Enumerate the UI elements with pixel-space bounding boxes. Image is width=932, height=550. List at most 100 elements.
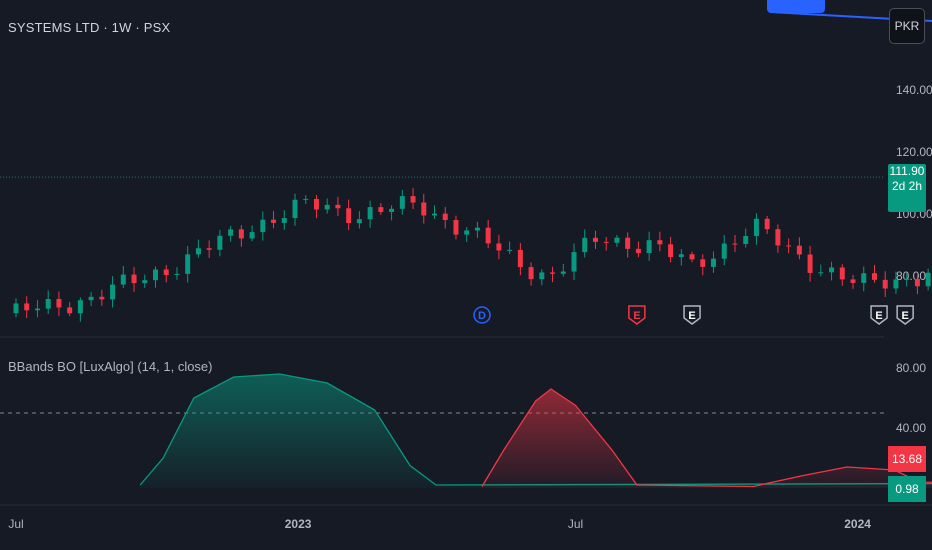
price-axis-tick: 140.00 <box>896 83 932 97</box>
candle-body <box>432 213 438 216</box>
event-marker-label: D <box>478 310 486 322</box>
candle-body <box>421 202 427 216</box>
candle-body <box>925 272 931 287</box>
candle-body <box>507 249 513 251</box>
candle-body <box>410 196 416 203</box>
candle-body <box>142 280 148 284</box>
candle-body <box>517 249 523 268</box>
indicator-area-green <box>140 374 932 488</box>
candle-body <box>34 308 40 311</box>
indicator-area-red <box>482 389 932 488</box>
candle-body <box>893 279 899 289</box>
indicator-axis-tick: 80.00 <box>896 361 926 375</box>
candle-body <box>732 243 738 245</box>
candle-body <box>389 208 395 212</box>
event-marker-e: E <box>683 305 701 325</box>
candle-body <box>13 303 19 314</box>
candle-body <box>99 296 105 300</box>
indicator-line-green <box>139 373 932 486</box>
candle-body <box>625 237 631 249</box>
candle-body <box>281 218 287 223</box>
candle-body <box>474 227 480 231</box>
candle-body <box>764 218 770 230</box>
candle-body <box>292 199 298 219</box>
candle-body <box>399 196 405 209</box>
event-marker-e: E <box>896 305 914 325</box>
candle-body <box>592 237 598 242</box>
time-axis-tick: 2023 <box>285 517 312 531</box>
candle-body <box>485 227 491 244</box>
indicator-line-red <box>481 388 932 488</box>
event-marker-e: E <box>870 305 888 325</box>
candle-body <box>571 252 577 272</box>
candle-body <box>829 267 835 273</box>
candle-body <box>120 274 126 285</box>
indicator-red-value: 13.68 <box>888 446 926 472</box>
candle-body <box>496 243 502 251</box>
event-marker-label: E <box>875 310 882 322</box>
candle-body <box>668 244 674 258</box>
candle-body <box>303 198 309 200</box>
candle-body <box>56 298 62 308</box>
symbol-title: SYSTEMS LTD · 1W · PSX <box>8 20 171 35</box>
candle-body <box>442 213 448 220</box>
candle-body <box>228 229 234 236</box>
candle-body <box>367 207 373 220</box>
candle-body <box>753 218 759 237</box>
candle-body <box>206 248 212 250</box>
candle-body <box>464 230 470 235</box>
candle-body <box>378 207 384 212</box>
bar-countdown: 2d 2h <box>891 179 923 193</box>
candle-body <box>614 237 620 243</box>
candle-body <box>560 271 566 274</box>
candle-body <box>711 258 717 267</box>
candle-body <box>217 235 223 250</box>
candle-body <box>313 198 319 210</box>
event-marker-shape <box>628 305 646 325</box>
time-axis-tick: 2024 <box>844 517 871 531</box>
candle-body <box>861 273 867 283</box>
indicator-axis-tick: 40.00 <box>896 421 926 435</box>
callout-note[interactable] <box>767 0 825 13</box>
candle-body <box>249 232 255 239</box>
candle-body <box>871 273 877 280</box>
candle-body <box>346 208 352 224</box>
candle-body <box>796 245 802 255</box>
candle-body <box>195 248 201 255</box>
candle-body <box>786 245 792 247</box>
candle-body <box>174 273 180 275</box>
time-axis-tick: Jul <box>568 517 583 531</box>
candle-body <box>528 267 534 280</box>
candle-body <box>185 254 191 274</box>
event-marker-shape <box>896 305 914 325</box>
candle-body <box>539 272 545 280</box>
candle-body <box>721 243 727 259</box>
event-marker-label: E <box>688 310 695 322</box>
indicator-green-value: 0.98 <box>888 476 926 502</box>
candle-body <box>635 248 641 254</box>
candle-body <box>700 259 706 267</box>
currency-button[interactable]: PKR <box>889 8 925 44</box>
candle-body <box>453 219 459 235</box>
candle-body <box>657 240 663 245</box>
candle-body <box>24 303 30 311</box>
candle-body <box>324 204 330 210</box>
indicator-title[interactable]: BBands BO [LuxAlgo] (14, 1, close) <box>8 359 213 374</box>
candle-body <box>678 254 684 258</box>
last-price: 111.90 <box>889 164 925 178</box>
candle-body <box>603 241 609 243</box>
candle-body <box>88 296 94 301</box>
candle-body <box>110 284 116 300</box>
candle-body <box>882 279 888 289</box>
candle-body <box>582 237 588 253</box>
event-marker-shape <box>473 306 491 324</box>
candle-body <box>238 229 244 239</box>
candle-body <box>45 298 51 309</box>
event-marker-e: E <box>628 305 646 325</box>
candle-body <box>839 267 845 280</box>
candle-body <box>914 278 920 287</box>
candle-body <box>550 272 556 274</box>
last-price-tag: 111.90 2d 2h <box>888 164 926 212</box>
